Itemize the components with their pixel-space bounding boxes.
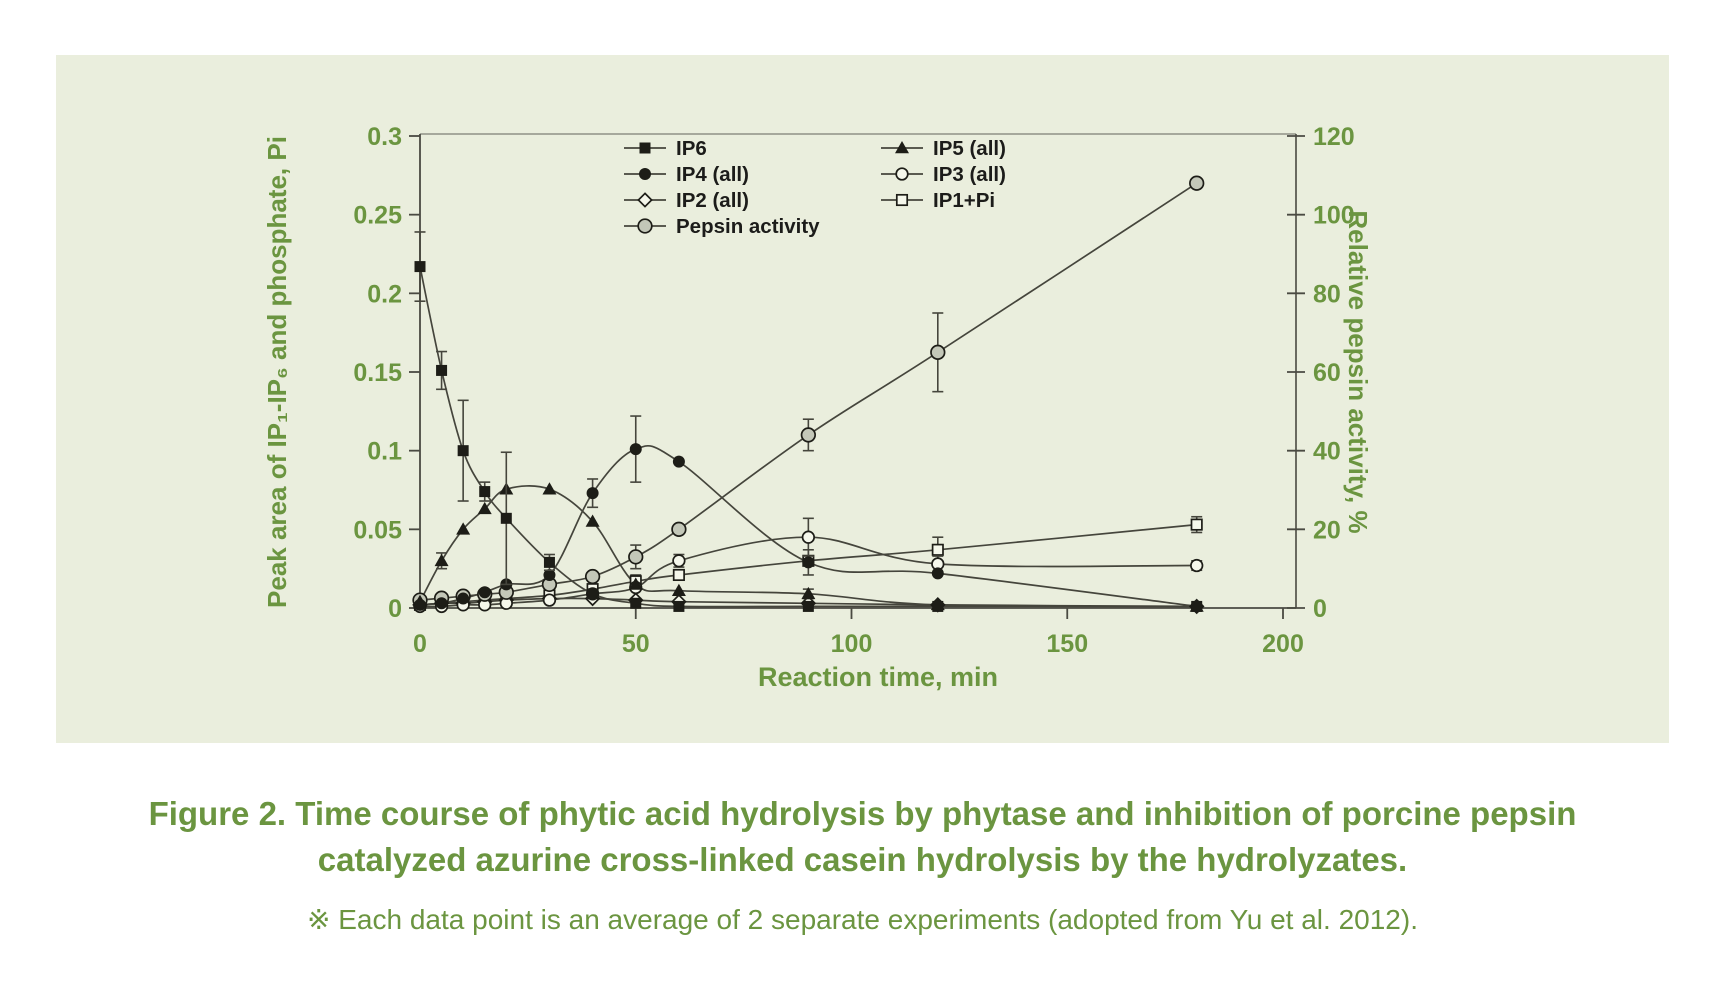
x-tick-label: 200 <box>1262 630 1304 658</box>
marker-filled-circle <box>457 592 470 605</box>
marker-open-circle <box>542 593 557 607</box>
x-axis: 0 50 100 150 200 <box>413 608 1304 658</box>
left-tick-label: 0.05 <box>353 516 402 544</box>
marker-filled-triangle <box>801 586 816 600</box>
marker-filled-circle <box>802 556 815 569</box>
marker-filled-square <box>932 600 944 612</box>
legend: IP6 IP4 (all) IP2 (all) Pepsin activity IP5 … <box>624 137 1006 238</box>
marker-filled-circle <box>931 567 944 580</box>
figure-caption: Figure 2. Time course of phytic acid hyd… <box>0 791 1725 883</box>
marker-open-circle <box>801 530 815 544</box>
left-axis: 0.3 0.25 0.2 0.15 0.1 0.05 0 <box>353 123 420 623</box>
marker-open-diamond <box>637 192 653 208</box>
legend-item: Pepsin activity <box>624 215 820 238</box>
marker-gray-circle <box>671 521 687 537</box>
marker-filled-square <box>639 142 651 154</box>
right-tick-label: 60 <box>1313 359 1341 387</box>
marker-filled-circle <box>586 487 599 500</box>
right-tick-label: 0 <box>1313 595 1327 623</box>
legend-label: IP6 <box>676 137 707 160</box>
marker-filled-circle <box>435 597 448 610</box>
legend-label: IP5 (all) <box>933 137 1006 160</box>
left-tick-label: 0.15 <box>353 359 402 387</box>
marker-gray-circle <box>800 427 816 443</box>
marker-gray-circle <box>1189 175 1205 191</box>
marker-filled-square <box>543 556 555 568</box>
left-tick-label: 0.3 <box>367 123 402 151</box>
legend-item: IP6 <box>624 137 707 160</box>
marker-open-square <box>931 543 944 556</box>
x-tick-label: 50 <box>622 630 650 658</box>
legend-item: IP1+Pi <box>881 189 995 212</box>
y-right-axis-title: Relative pepsin activity, % <box>1343 210 1373 533</box>
marker-filled-circle <box>414 598 426 611</box>
x-axis-title: Reaction time, min <box>758 662 998 692</box>
marker-filled-triangle <box>434 553 449 567</box>
legend-label: Pepsin activity <box>676 215 820 238</box>
marker-filled-triangle <box>456 522 471 535</box>
figure-note: ※ Each data point is an average of 2 sep… <box>307 904 1418 935</box>
x-tick-label: 100 <box>831 630 873 658</box>
legend-label: IP3 (all) <box>933 163 1006 186</box>
right-tick-label: 20 <box>1313 516 1341 544</box>
marker-filled-circle <box>543 568 556 581</box>
x-tick-label: 150 <box>1046 630 1088 658</box>
marker-filled-triangle <box>585 514 600 527</box>
caption-line-2: catalyzed azurine cross-linked casein hy… <box>317 841 1408 878</box>
legend-label: IP2 (all) <box>676 189 749 212</box>
axes <box>419 133 1297 609</box>
marker-filled-square <box>479 486 491 498</box>
marker-filled-square <box>1191 600 1203 612</box>
marker-filled-triangle <box>477 501 492 515</box>
right-tick-label: 100 <box>1313 202 1355 230</box>
legend-item: IP4 (all) <box>624 163 749 186</box>
legend-item: IP2 (all) <box>624 189 749 212</box>
x-tick-label: 0 <box>413 630 427 658</box>
series-ip6 <box>414 231 1203 612</box>
caption-line-1: Figure 2. Time course of phytic acid hyd… <box>148 795 1577 832</box>
marker-filled-triangle <box>895 141 909 154</box>
marker-open-square <box>672 568 685 582</box>
series-ip4-all- <box>414 415 1203 613</box>
marker-filled-circle <box>478 586 491 599</box>
marker-filled-square <box>436 364 448 376</box>
marker-filled-triangle <box>542 482 557 495</box>
marker-filled-circle <box>639 168 651 180</box>
marker-filled-circle <box>672 455 685 468</box>
legend-item: IP5 (all) <box>881 137 1006 160</box>
marker-gray-circle <box>637 218 653 234</box>
right-tick-label: 80 <box>1313 280 1341 308</box>
legend-label: IP1+Pi <box>933 189 995 212</box>
right-tick-label: 40 <box>1313 438 1341 466</box>
marker-filled-triangle <box>628 577 643 590</box>
marker-gray-circle <box>628 549 644 565</box>
marker-open-circle <box>672 554 686 568</box>
marker-open-circle <box>1190 558 1204 573</box>
marker-gray-circle <box>930 344 946 360</box>
y-left-axis-title: Peak area of IP₁-IP₆ and phosphate, Pi <box>262 136 292 608</box>
legend-item: IP3 (all) <box>881 163 1006 186</box>
marker-open-square <box>1190 518 1203 531</box>
marker-filled-square <box>414 261 426 273</box>
marker-open-square <box>895 193 909 207</box>
right-axis: 120 100 80 60 40 20 0 <box>1287 123 1355 623</box>
marker-filled-square <box>802 600 814 612</box>
left-tick-label: 0.25 <box>353 202 402 230</box>
left-tick-label: 0.1 <box>367 438 402 466</box>
marker-filled-square <box>673 600 685 612</box>
marker-filled-square <box>500 512 512 524</box>
marker-filled-square <box>587 588 599 600</box>
legend-label: IP4 (all) <box>676 163 749 186</box>
marker-filled-circle <box>629 443 642 456</box>
marker-open-circle <box>895 167 909 181</box>
marker-filled-square <box>457 445 469 457</box>
left-tick-label: 0 <box>388 595 402 623</box>
right-tick-label: 120 <box>1313 123 1355 151</box>
marker-gray-circle <box>584 568 601 585</box>
marker-filled-triangle <box>671 583 686 596</box>
marker-filled-square <box>630 597 642 609</box>
left-tick-label: 0.2 <box>367 280 402 308</box>
